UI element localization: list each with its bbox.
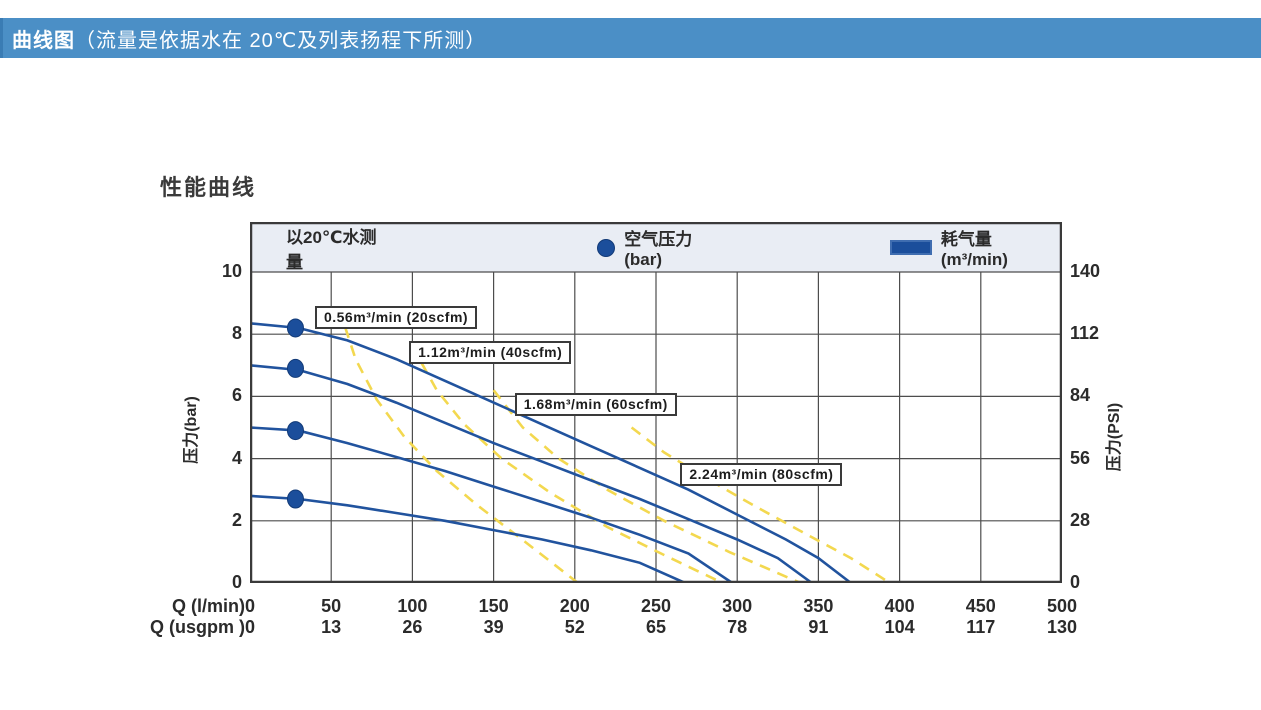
xaxis-row1-label: Q (l/min)	[172, 596, 245, 616]
xtick-lmin-450: 450	[965, 596, 996, 616]
xtick-lmin-200: 200	[559, 596, 590, 616]
xtick-usgpm-52: 52	[564, 617, 585, 637]
section-header-subtitle: （流量是依据水在 20℃及列表扬程下所测）	[75, 29, 487, 52]
air-consumption-swatch-icon	[889, 240, 932, 255]
xtick-usgpm-130: 130	[1046, 617, 1078, 637]
performance-air-7bar-curve	[250, 364, 813, 583]
xtick-lmin-400: 400	[884, 596, 915, 616]
xtick-lmin-100: 100	[397, 596, 428, 616]
xtick-lmin-500: 500	[1046, 596, 1078, 616]
right-ytick-140: 140	[1070, 261, 1101, 281]
consumption-0.56-curve	[338, 308, 579, 583]
xtick-usgpm-13: 13	[321, 617, 342, 637]
consumption-2.24-curve	[630, 426, 891, 583]
right-ytick-112: 112	[1070, 323, 1100, 344]
air-pressure-marker-dot	[286, 489, 304, 509]
xtick-lmin-300: 300	[722, 596, 753, 616]
xtick-usgpm-39: 39	[483, 617, 504, 637]
legend-item-air-consumption: 耗气量 (m³/min)	[889, 225, 1060, 270]
xtick-usgpm-117: 117	[966, 617, 996, 637]
xaxis-row2-label: Q (usgpm )	[150, 617, 245, 637]
consumption-1.68-curve	[492, 389, 802, 583]
air-pressure-marker-dot	[286, 421, 304, 441]
plot-frame	[250, 222, 1062, 583]
plot-legend: 以20℃水测量 空气压力 (bar) 耗气量 (m³/min)	[252, 224, 1060, 272]
performance-air-5bar-curve	[250, 426, 734, 583]
xtick-lmin-150: 150	[478, 596, 509, 616]
performance-air-2.8bar-curve	[250, 494, 686, 583]
xtick-usgpm-0: 0	[244, 617, 255, 637]
legend-air-consumption-label: 耗气量 (m³/min)	[940, 230, 1008, 269]
air-pressure-marker-dot	[286, 358, 304, 378]
consumption-label-1: 1.12m³/min (40scfm)	[409, 341, 572, 365]
chart-title: 性能曲线	[160, 175, 257, 200]
left-ytick-6: 6	[231, 385, 242, 406]
xtick-lmin-50: 50	[321, 596, 342, 616]
right-ytick-84: 84	[1070, 385, 1091, 406]
consumption-label-2: 1.68m³/min (60scfm)	[514, 393, 677, 417]
legend-measurement-note: 以20℃水测量	[286, 227, 377, 272]
left-ytick-8: 8	[231, 323, 242, 344]
xtick-lmin-0: 0	[244, 596, 255, 616]
right-ytick-56: 56	[1070, 447, 1091, 468]
left-ytick-2: 2	[231, 509, 242, 530]
legend-air-pressure-label: 空气压力 (bar)	[624, 230, 693, 269]
xtick-lmin-250: 250	[640, 596, 672, 616]
section-header-bar: 曲线图 （流量是依据水在 20℃及列表扬程下所测）	[0, 18, 1261, 58]
section-header-title: 曲线图	[12, 29, 75, 52]
legend-item-air-pressure: 空气压力 (bar)	[597, 225, 732, 270]
xtick-usgpm-91: 91	[808, 617, 829, 637]
right-ytick-0: 0	[1070, 572, 1081, 592]
consumption-label-0: 0.56m³/min (20scfm)	[314, 306, 478, 330]
left-ytick-4: 4	[231, 447, 242, 468]
right-ytick-28: 28	[1070, 509, 1091, 530]
xtick-usgpm-26: 26	[402, 617, 423, 637]
left-ytick-0: 0	[231, 572, 242, 592]
consumption-1.12-curve	[411, 345, 724, 583]
consumption-label-3: 2.24m³/min (80scfm)	[680, 463, 843, 487]
xtick-lmin-350: 350	[803, 596, 834, 616]
xtick-usgpm-104: 104	[884, 617, 915, 637]
performance-air-8.3bar-curve	[250, 322, 852, 583]
xtick-usgpm-78: 78	[727, 617, 748, 637]
air-pressure-dot-icon	[597, 238, 616, 257]
air-pressure-marker-dot	[286, 318, 304, 338]
left-ytick-10: 10	[221, 261, 242, 281]
left-axis-title: 压力(bar)	[182, 396, 200, 464]
xtick-usgpm-65: 65	[645, 617, 667, 637]
